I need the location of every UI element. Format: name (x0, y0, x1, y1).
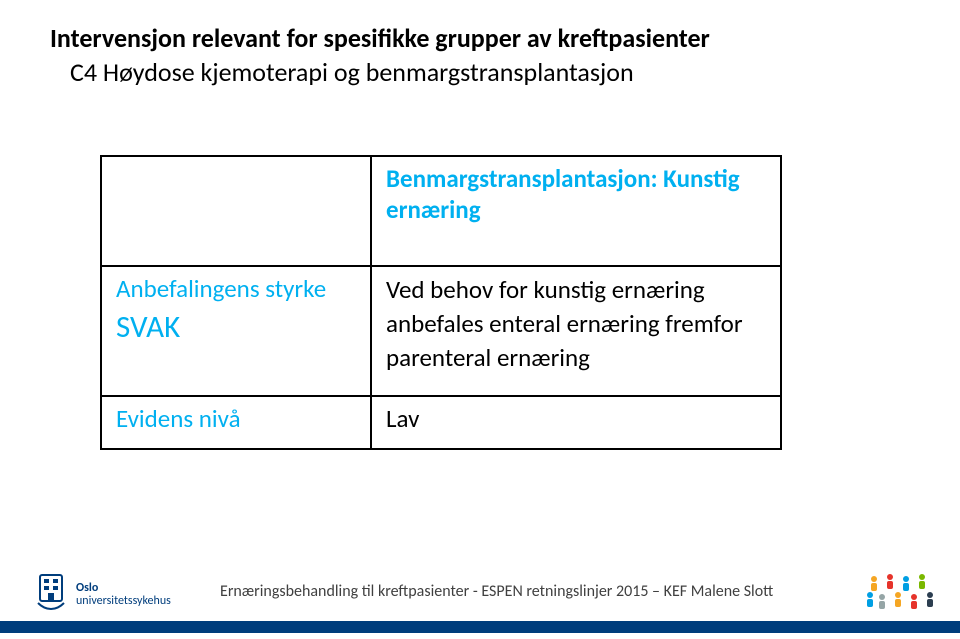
empty-cell (101, 156, 371, 266)
header-text: Benmargstransplantasjon: Kunstig ernærin… (386, 163, 766, 226)
slide-subtitle: C4 Høydose kjemoterapi og benmargstransp… (70, 56, 634, 88)
recommendation-table: Benmargstransplantasjon: Kunstig ernærin… (100, 155, 782, 450)
logo: Oslo universitetssykehus (34, 573, 171, 617)
logo-icon (34, 573, 68, 617)
evidence-value: Lav (386, 403, 766, 434)
footer-text: Ernæringsbehandling til kreftpasienter -… (220, 582, 773, 601)
table-row: Anbefalingens styrke SVAK Ved behov for … (101, 266, 781, 396)
recommendation-text: Ved behov for kunstig ernæring anbefales… (386, 273, 766, 374)
crowd-icon (862, 571, 942, 615)
table-row: Benmargstransplantasjon: Kunstig ernærin… (101, 156, 781, 266)
slide-footer: Ernæringsbehandling til kreftpasienter -… (0, 569, 960, 639)
evidence-label: Evidens nivå (116, 403, 356, 434)
table-row: Evidens nivå Lav (101, 396, 781, 449)
header-cell: Benmargstransplantasjon: Kunstig ernærin… (371, 156, 781, 266)
recommendation-cell: Ved behov for kunstig ernæring anbefales… (371, 266, 781, 396)
strength-label: Anbefalingens styrke (116, 273, 356, 304)
logo-text: Oslo universitetssykehus (76, 582, 171, 607)
evidence-value-cell: Lav (371, 396, 781, 449)
strength-cell: Anbefalingens styrke SVAK (101, 266, 371, 396)
logo-line2: universitetssykehus (76, 595, 171, 608)
slide: Intervensjon relevant for spesifikke gru… (0, 0, 960, 639)
strength-value: SVAK (116, 308, 356, 346)
slide-title: Intervensjon relevant for spesifikke gru… (50, 22, 710, 54)
evidence-label-cell: Evidens nivå (101, 396, 371, 449)
footer-bar (0, 621, 960, 633)
